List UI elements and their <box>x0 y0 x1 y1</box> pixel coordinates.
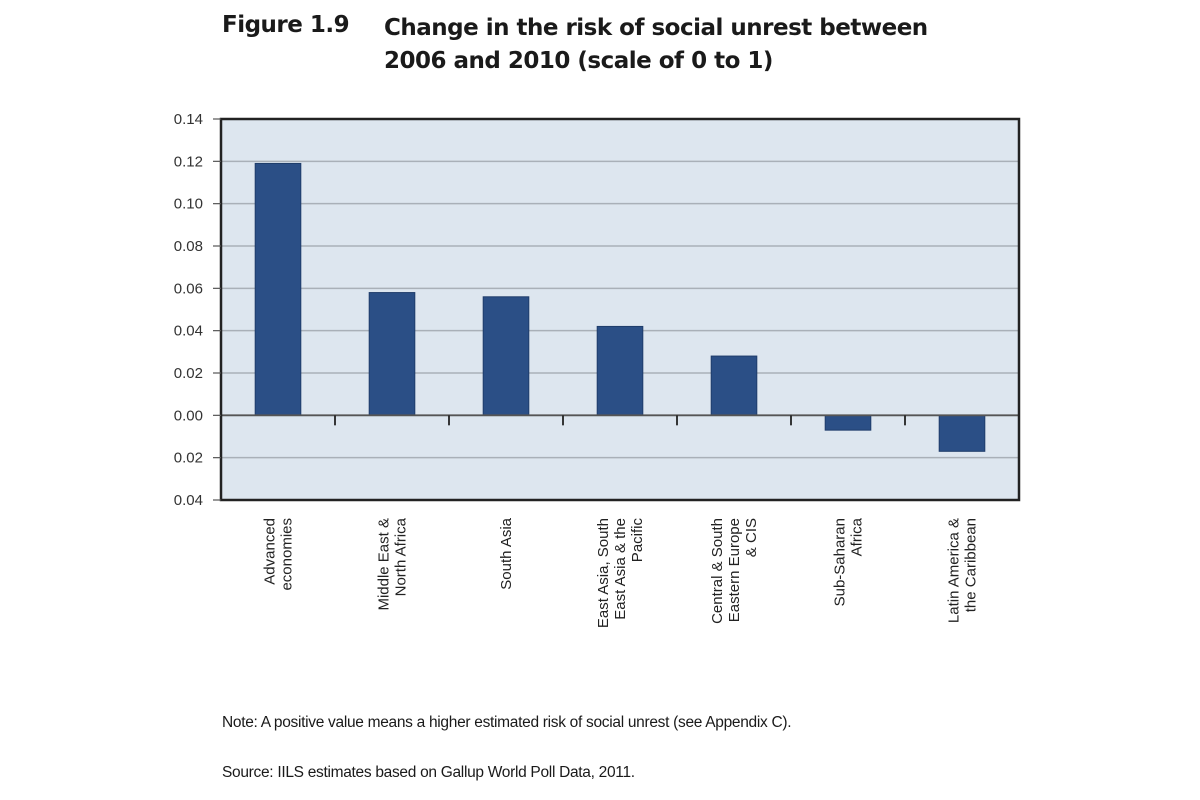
bar <box>938 414 986 452</box>
y-tick-label: 0.02 <box>174 365 203 382</box>
bar <box>596 325 644 416</box>
chart-source: Source: IILS estimates based on Gallup W… <box>222 764 635 781</box>
figure-label: Figure 1.9 <box>222 12 350 38</box>
y-tick-label: 0.06 <box>174 280 203 297</box>
x-category-label-line: Sub-Saharan <box>832 518 849 606</box>
x-category-label-line: Africa <box>849 517 866 556</box>
y-tick-label: 0.10 <box>174 196 203 213</box>
x-category-label-line: & CIS <box>743 518 760 557</box>
y-tick-label: 0.04 <box>174 323 203 340</box>
x-category-label-line: North Africa <box>393 517 410 596</box>
y-tick-label: 0.02 <box>174 450 203 467</box>
x-category-label: Middle East & North Africa <box>376 517 410 610</box>
y-tick-label: 0.08 <box>174 238 203 255</box>
x-category-label-line: East Asia & the <box>612 518 629 620</box>
x-category-label-line: Central & South <box>709 518 726 624</box>
bar <box>710 355 758 416</box>
bars <box>254 162 986 452</box>
bar <box>482 296 530 416</box>
y-tick-label: 0.14 <box>174 111 203 128</box>
x-category-label: Central & South Eastern Europe & CIS <box>709 518 760 624</box>
y-tick-label: 0.00 <box>174 407 203 424</box>
zero-axis <box>221 414 1019 426</box>
x-category-label-line: the Caribbean <box>963 518 980 612</box>
plot-border <box>219 117 1021 502</box>
x-category-label: East Asia, South East Asia & the Pacific <box>595 518 646 629</box>
x-category-label-line: Eastern Europe <box>726 518 743 622</box>
bar <box>254 162 302 416</box>
x-category-label: Sub-Saharan Africa <box>832 517 866 606</box>
x-category-label: Advanced economies <box>262 518 296 591</box>
x-category-label: Latin America & the Caribbean <box>946 518 980 623</box>
x-category-label-line: South Asia <box>498 517 515 589</box>
x-category-label-line: East Asia, South <box>595 518 612 628</box>
x-category-label-line: Middle East & <box>376 518 393 611</box>
figure-title: Change in the risk of social unrest betw… <box>384 12 984 78</box>
figure-title-line-1: Change in the risk of social unrest betw… <box>384 15 928 41</box>
x-category-label-line: Advanced <box>262 518 279 585</box>
y-axis: 0.14 0.12 0.10 0.08 0.06 0.04 0.02 0.00 0.02 0.04 <box>174 111 221 509</box>
y-tick-label: 0.12 <box>174 153 203 170</box>
x-category-label: South Asia <box>498 517 515 589</box>
figure-title-line-2: 2006 and 2010 (scale of 0 to 1) <box>384 48 773 74</box>
x-category-label-line: Latin America & <box>946 518 963 623</box>
x-category-label-line: Pacific <box>629 518 646 563</box>
chart-note: Note: A positive value means a higher es… <box>222 714 792 731</box>
bar <box>368 292 416 416</box>
x-axis-labels: Advanced economies Middle East & North Afri… <box>262 517 980 628</box>
y-tick-label: 0.04 <box>174 492 203 509</box>
x-category-label-line: economies <box>279 518 296 591</box>
plot-area <box>221 119 1019 500</box>
bar <box>824 414 872 431</box>
